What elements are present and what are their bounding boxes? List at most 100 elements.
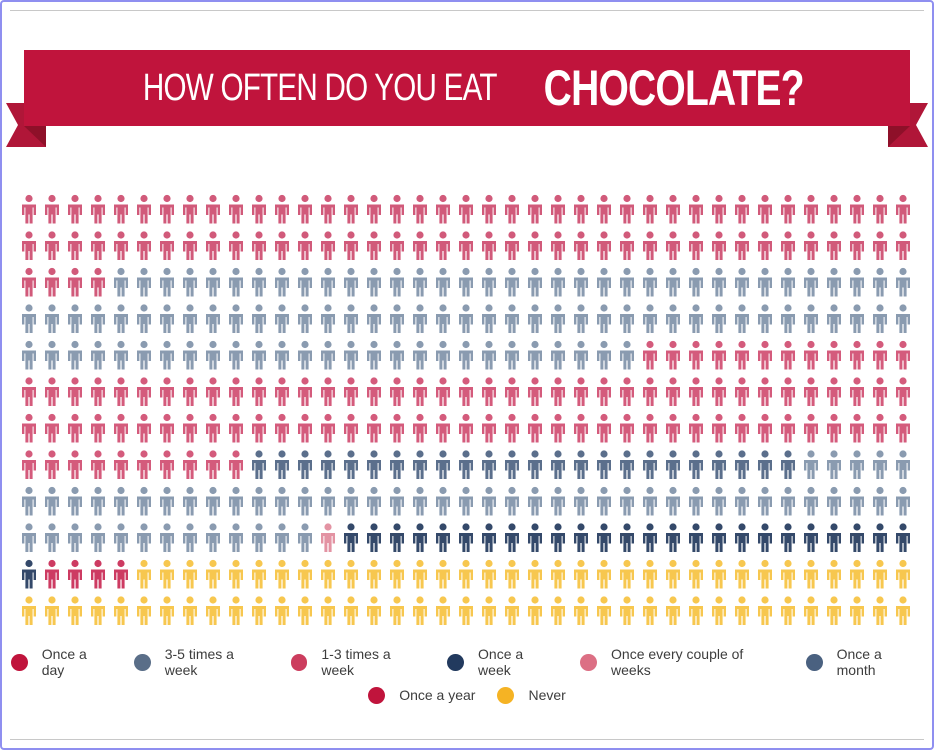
person-figure bbox=[91, 304, 105, 333]
person-figure bbox=[780, 340, 795, 370]
legend: Once a day 3-5 times a week 1-3 times a we… bbox=[0, 646, 934, 714]
person-figure bbox=[573, 194, 588, 224]
person-figure bbox=[21, 486, 36, 516]
person-figure bbox=[44, 559, 59, 589]
person-figure bbox=[68, 523, 82, 552]
person-figure bbox=[21, 377, 36, 406]
person-figure bbox=[711, 194, 726, 224]
person-figure bbox=[275, 231, 289, 260]
person-figure bbox=[137, 377, 151, 406]
person-figure bbox=[390, 596, 404, 625]
title-part-2: CHOCOLATE? bbox=[543, 60, 805, 116]
person-figure bbox=[91, 377, 105, 406]
person-figure bbox=[91, 340, 105, 370]
person-figure bbox=[803, 267, 818, 297]
person-figure bbox=[734, 413, 749, 443]
legend-label: Once a month bbox=[836, 646, 882, 678]
person-figure bbox=[757, 450, 772, 479]
person-figure bbox=[757, 377, 772, 406]
person-figure bbox=[734, 486, 749, 516]
person-figure bbox=[68, 559, 82, 589]
person-figure bbox=[390, 377, 404, 406]
person-figure bbox=[688, 413, 703, 443]
person-figure bbox=[826, 486, 841, 516]
person-figure bbox=[68, 486, 82, 516]
person-figure bbox=[114, 231, 128, 260]
person-figure bbox=[298, 486, 312, 516]
person-figure bbox=[849, 486, 864, 516]
person-figure bbox=[183, 340, 197, 370]
person-figure bbox=[642, 523, 657, 552]
person-figure bbox=[573, 450, 588, 479]
person-figure bbox=[114, 377, 128, 406]
person-figure bbox=[275, 377, 289, 406]
legend-label: 1-3 times a week bbox=[321, 646, 391, 678]
person-figure bbox=[504, 450, 519, 479]
person-figure bbox=[665, 340, 680, 370]
person-figure bbox=[413, 413, 427, 443]
person-figure bbox=[619, 450, 634, 479]
legend-row-1: Once a day 3-5 times a week 1-3 times a we… bbox=[0, 646, 934, 678]
person-figure bbox=[757, 231, 772, 260]
person-figure bbox=[527, 340, 542, 370]
person-figure bbox=[229, 194, 243, 224]
person-figure bbox=[44, 304, 59, 333]
person-figure bbox=[91, 486, 105, 516]
person-figure bbox=[21, 340, 36, 370]
person-figure bbox=[757, 304, 772, 333]
person-figure bbox=[459, 523, 473, 552]
person-figure bbox=[21, 559, 36, 589]
person-figure bbox=[252, 596, 266, 625]
person-figure bbox=[68, 377, 82, 406]
person-figure bbox=[895, 559, 910, 589]
person-figure bbox=[734, 340, 749, 370]
person-figure bbox=[895, 194, 910, 224]
person-figure bbox=[275, 413, 289, 443]
person-figure bbox=[482, 523, 496, 552]
person-figure bbox=[367, 194, 381, 224]
person-figure bbox=[183, 377, 197, 406]
person-figure bbox=[504, 486, 519, 516]
person-figure bbox=[803, 413, 818, 443]
person-figure bbox=[527, 231, 542, 260]
person-figure bbox=[895, 596, 910, 625]
legend-label: Once every couple of weeks bbox=[611, 646, 744, 678]
person-figure bbox=[619, 596, 634, 625]
legend-row-2: Once a year Never bbox=[0, 681, 934, 709]
person-figure bbox=[504, 377, 519, 406]
pictogram-grid bbox=[21, 194, 910, 625]
person-figure bbox=[137, 486, 151, 516]
person-figure bbox=[298, 377, 312, 406]
person-figure bbox=[436, 340, 450, 370]
person-figure bbox=[596, 596, 611, 625]
person-figure bbox=[183, 267, 197, 297]
person-figure bbox=[573, 377, 588, 406]
person-figure bbox=[527, 450, 542, 479]
person-figure bbox=[252, 304, 266, 333]
legend-item: 1-3 times a week bbox=[290, 646, 426, 678]
person-figure bbox=[367, 340, 381, 370]
person-figure bbox=[780, 596, 795, 625]
person-figure bbox=[757, 596, 772, 625]
person-figure bbox=[44, 194, 59, 224]
person-figure bbox=[573, 267, 588, 297]
person-figure bbox=[344, 231, 358, 260]
person-figure bbox=[711, 450, 726, 479]
person-figure bbox=[390, 194, 404, 224]
person-figure bbox=[367, 486, 381, 516]
person-figure bbox=[413, 450, 427, 479]
person-figure bbox=[872, 267, 887, 297]
person-figure bbox=[137, 267, 151, 297]
person-figure bbox=[160, 523, 174, 552]
person-figure bbox=[252, 377, 266, 406]
person-figure bbox=[665, 523, 680, 552]
person-figure bbox=[137, 596, 151, 625]
person-figure bbox=[390, 304, 404, 333]
person-figure bbox=[44, 267, 59, 297]
legend-label: Once a week bbox=[478, 646, 524, 678]
person-figure bbox=[344, 377, 358, 406]
person-figure bbox=[734, 267, 749, 297]
person-figure bbox=[114, 304, 128, 333]
person-figure bbox=[619, 340, 634, 370]
person-figure bbox=[872, 231, 887, 260]
